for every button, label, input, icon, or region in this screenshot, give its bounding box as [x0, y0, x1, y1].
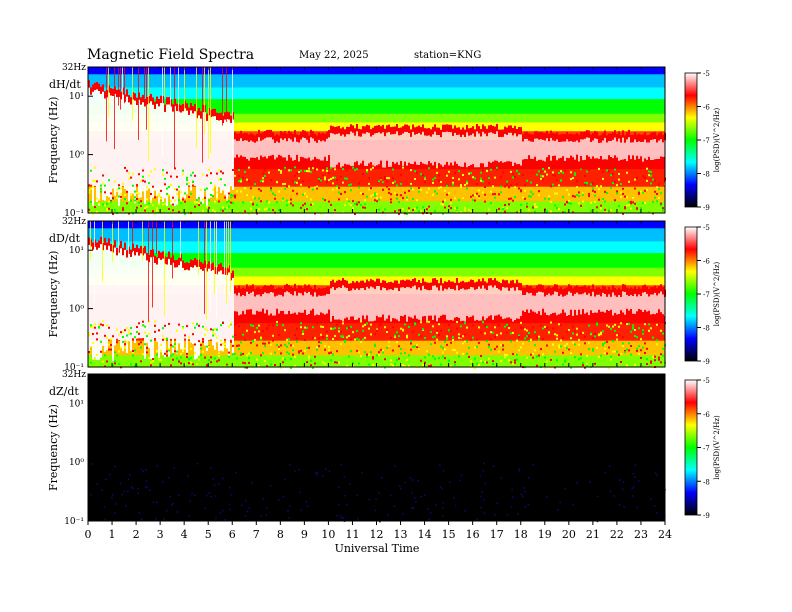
colorbar-tick-label: -7: [703, 137, 710, 145]
x-tick-label: 6: [229, 528, 236, 541]
colorbar-tick-label: -9: [703, 204, 710, 212]
x-tick-label: 8: [277, 528, 284, 541]
x-tick-label: 18: [514, 528, 528, 541]
x-tick-label: 23: [634, 528, 648, 541]
x-tick-label: 24: [658, 528, 672, 541]
colorbar-tick-label: -5: [703, 70, 710, 78]
y-tick-label: 10¹: [69, 92, 84, 102]
y-axis-label: Frequency (Hz): [47, 251, 60, 338]
top-frequency-label: 32Hz: [62, 370, 86, 380]
x-axis-label: Universal Time: [335, 542, 420, 555]
station-label: station=KNG: [414, 50, 481, 61]
colorbar-tick-label: -7: [703, 445, 710, 453]
x-tick-label: 20: [562, 528, 576, 541]
colorbar-tick-label: -9: [703, 358, 710, 366]
colorbar-tick-label: -6: [703, 411, 710, 419]
y-axis-label: Frequency (Hz): [47, 97, 60, 184]
x-tick-label: 7: [253, 528, 260, 541]
y-tick-label: 10¹: [69, 399, 84, 409]
colorbar-label: log(PSD)(V^2/Hz): [713, 415, 721, 480]
colorbar-tick-label: -8: [703, 478, 710, 486]
colorbar-tick-label: -5: [703, 377, 710, 385]
x-tick-label: 19: [538, 528, 552, 541]
x-tick-label: 15: [442, 528, 456, 541]
x-tick-label: 4: [181, 528, 188, 541]
x-tick-label: 17: [490, 528, 504, 541]
component-label: dD/dt: [49, 232, 81, 245]
x-tick-label: 11: [345, 528, 359, 541]
y-tick-label: 10¹: [69, 246, 84, 256]
spectrogram-image: [88, 374, 666, 523]
y-tick-label: 10⁻¹: [64, 517, 84, 527]
y-tick-label: 10⁰: [69, 305, 84, 315]
colorbar-tick-label: -8: [703, 171, 710, 179]
x-tick-label: 10: [321, 528, 335, 541]
spectrogram-image: [88, 67, 666, 215]
colorbar: -5 -6 -7 -8 -9 log(PSD)(V^2/Hz): [684, 70, 721, 212]
colorbar-tick-label: -7: [703, 291, 710, 299]
x-axis: 0 1 2 3 4 5 6 7 8 9 10 11 12 13 14 15 16 17 18 19 20 21 22 23 24: [85, 521, 672, 541]
x-tick-label: 14: [418, 528, 432, 541]
x-tick-label: 22: [610, 528, 624, 541]
component-label: dZ/dt: [49, 385, 79, 398]
y-tick-label: 10⁰: [69, 151, 84, 161]
y-tick-label: 10⁰: [69, 458, 84, 468]
x-tick-label: 9: [301, 528, 308, 541]
colorbar: -5 -6 -7 -8 -9 log(PSD)(V^2/Hz): [684, 224, 721, 366]
spectrogram-image: [88, 221, 666, 369]
figure-title: Magnetic Field Spectra: [87, 47, 254, 63]
top-frequency-label: 32Hz: [62, 217, 86, 227]
component-label: dH/dt: [49, 78, 81, 91]
x-tick-label: 13: [394, 528, 408, 541]
colorbar-tick-label: -8: [703, 325, 710, 333]
x-tick-label: 0: [85, 528, 92, 541]
x-tick-label: 1: [109, 528, 116, 541]
top-frequency-label: 32Hz: [62, 63, 86, 73]
colorbar: -5 -6 -7 -8 -9 log(PSD)(V^2/Hz): [684, 377, 721, 520]
x-tick-label: 21: [586, 528, 600, 541]
colorbar-tick-label: -5: [703, 224, 710, 232]
colorbar-tick-label: -6: [703, 258, 710, 266]
x-tick-label: 2: [133, 528, 140, 541]
x-tick-label: 16: [466, 528, 480, 541]
y-tick-label: 10⁻¹: [64, 209, 84, 219]
colorbar-tick-label: -6: [703, 104, 710, 112]
x-tick-label: 3: [157, 528, 164, 541]
colorbar-label: log(PSD)(V^2/Hz): [713, 107, 721, 172]
y-tick-label: 10⁻¹: [64, 363, 84, 373]
colorbar-label: log(PSD)(V^2/Hz): [713, 261, 721, 326]
date-label: May 22, 2025: [299, 50, 369, 61]
x-tick-label: 12: [370, 528, 384, 541]
colorbar-tick-label: -9: [703, 512, 710, 520]
x-tick-label: 5: [205, 528, 212, 541]
y-axis-label: Frequency (Hz): [47, 404, 60, 491]
